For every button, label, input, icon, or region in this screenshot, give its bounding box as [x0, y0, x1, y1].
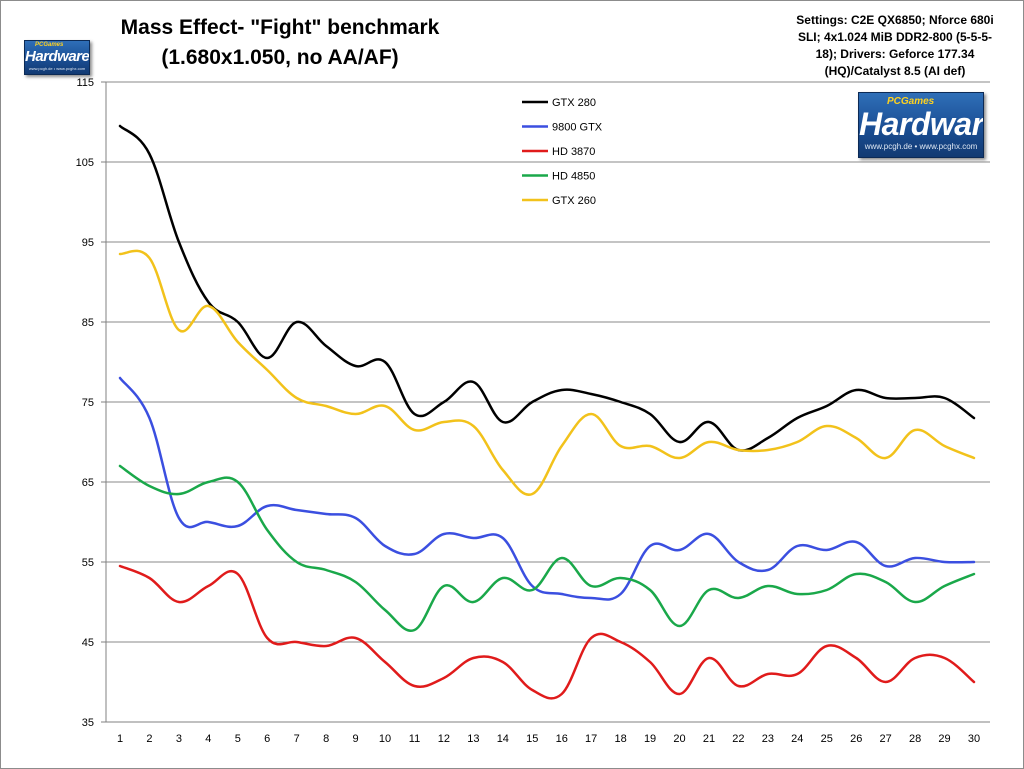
logo-brand-text: Hardware [25, 48, 90, 65]
legend-label: GTX 280 [552, 97, 596, 109]
x-tick-label: 4 [205, 733, 211, 745]
x-tick-label: 21 [703, 733, 715, 745]
x-tick-label: 20 [673, 733, 685, 745]
x-tick-label: 17 [585, 733, 597, 745]
y-tick-label: 65 [82, 477, 94, 489]
series-line-9800-gtx [118, 376, 976, 601]
series-line-hd-3870 [118, 564, 976, 700]
x-tick-label: 26 [850, 733, 862, 745]
x-tick-label: 1 [117, 733, 123, 745]
x-tick-label: 8 [323, 733, 329, 745]
gridlines [106, 81, 990, 643]
x-tick-label: 14 [497, 733, 509, 745]
logo-brand-text: Hardware [859, 106, 984, 142]
legend-label: 9800 GTX [552, 122, 603, 134]
x-tick-label: 13 [467, 733, 479, 745]
pcgh-logo-large: PCGames Hardware www.pcgh.de • www.pcghx… [858, 92, 984, 158]
x-tick-label: 3 [176, 733, 182, 745]
y-tick-label: 55 [82, 557, 94, 569]
series-lines [118, 124, 976, 700]
x-tick-label: 23 [762, 733, 774, 745]
logo-games-text: PCGames [887, 96, 935, 107]
y-tick-label: 75 [82, 397, 94, 409]
x-tick-label: 2 [146, 733, 152, 745]
settings-line: (HQ)/Catalyst 8.5 (AI def) [824, 64, 966, 78]
x-tick-label: 5 [235, 733, 241, 745]
x-tick-label: 15 [526, 733, 538, 745]
x-tick-label: 22 [732, 733, 744, 745]
settings-note: Settings: C2E QX6850; Nforce 680i SLI; 4… [780, 12, 1010, 80]
settings-line: 18); Drivers: Geforce 177.34 [815, 47, 975, 61]
x-tick-label: 18 [614, 733, 626, 745]
x-tick-label: 28 [909, 733, 921, 745]
x-tick-label: 9 [353, 733, 359, 745]
y-tick-label: 95 [82, 237, 94, 249]
y-tick-label: 45 [82, 637, 94, 649]
series-line-hd-4850 [118, 464, 976, 632]
x-tick-label: 24 [791, 733, 803, 745]
logo-tagline: www.pcgh.de • www.pcghx.com [28, 66, 86, 71]
x-tick-label: 7 [294, 733, 300, 745]
y-tick-label: 85 [82, 317, 94, 329]
logo-games-text: PCGames [35, 42, 64, 48]
logo-tagline: www.pcgh.de • www.pcghx.com [864, 142, 978, 151]
x-tick-label: 25 [821, 733, 833, 745]
pcgh-logo-small: PCGames Hardware www.pcgh.de • www.pcghx… [24, 40, 90, 75]
chart-subtitle: (1.680x1.050, no AA/AF) [161, 46, 399, 69]
x-tick-label: 29 [938, 733, 950, 745]
x-tick-label: 10 [379, 733, 391, 745]
legend-label: HD 3870 [552, 146, 595, 158]
series-line-gtx-260 [118, 249, 976, 496]
legend: GTX 280 9800 GTX HD 3870 HD 4850 GTX 260 [522, 97, 603, 207]
settings-line: Settings: C2E QX6850; Nforce 680i [796, 13, 994, 27]
y-tick-label: 115 [76, 77, 94, 89]
legend-label: GTX 260 [552, 195, 596, 207]
series-line-gtx-280 [118, 124, 976, 452]
x-tick-label: 16 [556, 733, 568, 745]
chart-title: Mass Effect- "Fight" benchmark [120, 16, 440, 39]
y-tick-label: 105 [76, 157, 94, 169]
x-tick-label: 27 [880, 733, 892, 745]
x-tick-label: 12 [438, 733, 450, 745]
legend-label: HD 4850 [552, 171, 595, 183]
x-tick-label: 6 [264, 733, 270, 745]
x-tick-label: 30 [968, 733, 980, 745]
x-tick-label: 19 [644, 733, 656, 745]
y-tick-label: 35 [82, 717, 94, 729]
settings-line: SLI; 4x1.024 MiB DDR2-800 (5-5-5- [797, 30, 993, 44]
x-tick-label: 11 [409, 733, 420, 745]
